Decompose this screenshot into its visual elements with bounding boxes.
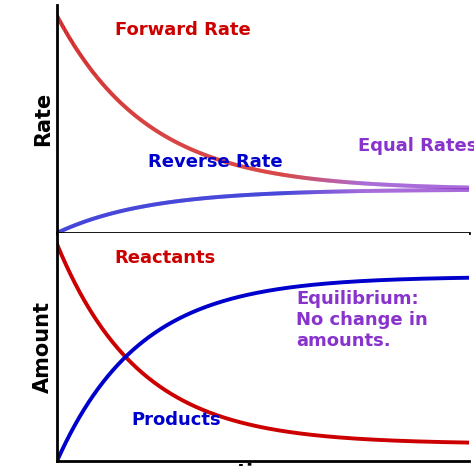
X-axis label: time: time <box>237 463 290 466</box>
Y-axis label: Rate: Rate <box>33 92 53 146</box>
Text: Products: Products <box>131 411 221 429</box>
Text: Equal Rates: Equal Rates <box>358 137 474 155</box>
Text: Reverse Rate: Reverse Rate <box>147 153 282 171</box>
X-axis label: time: time <box>237 234 290 254</box>
Text: Forward Rate: Forward Rate <box>115 21 250 39</box>
Y-axis label: Amount: Amount <box>33 301 53 393</box>
Text: Equilibrium:
No change in
amounts.: Equilibrium: No change in amounts. <box>296 290 428 350</box>
Text: Reactants: Reactants <box>115 249 216 267</box>
